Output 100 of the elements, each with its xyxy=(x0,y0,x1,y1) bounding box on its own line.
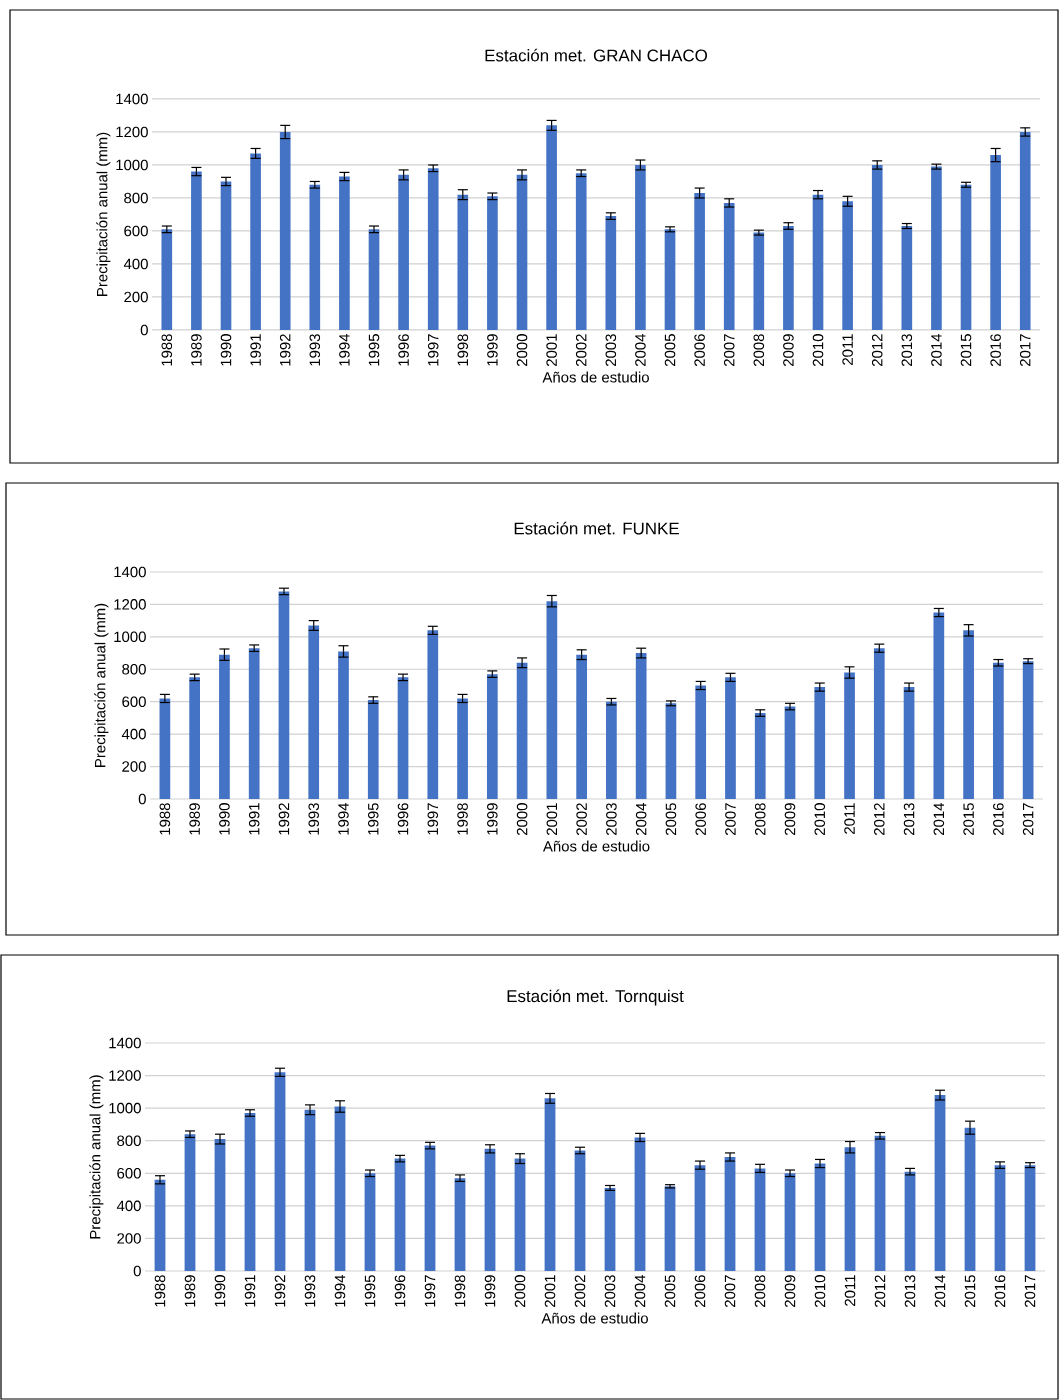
x-tick-label: 2014 xyxy=(931,333,942,366)
x-tick-label: 1993 xyxy=(309,334,321,366)
bar xyxy=(338,651,349,799)
bar xyxy=(397,677,409,799)
bar xyxy=(219,654,230,799)
y-tick-label: 1200 xyxy=(116,126,148,138)
x-tick-label: 1995 xyxy=(364,1275,376,1307)
bar xyxy=(931,166,942,330)
bar xyxy=(368,229,380,330)
bar xyxy=(754,713,766,799)
y-axis-title: Precipitación anual (mm) xyxy=(96,132,111,296)
bar xyxy=(244,1113,256,1271)
x-tick-label: 2004 xyxy=(635,333,646,366)
x-tick-label: 1989 xyxy=(189,803,200,835)
x-tick-label: 2012 xyxy=(874,1275,886,1308)
x-tick-label: 1990 xyxy=(214,1275,226,1307)
bar xyxy=(694,193,705,330)
bar xyxy=(960,184,972,330)
y-tick-label: 400 xyxy=(116,1200,141,1212)
bar xyxy=(993,662,1004,799)
x-tick-label: 2012 xyxy=(874,803,885,835)
bar xyxy=(154,1179,166,1271)
x-tick-label: 1994 xyxy=(338,802,349,835)
bar xyxy=(457,698,468,799)
x-tick-label: 1998 xyxy=(457,803,468,835)
bar xyxy=(784,1173,796,1271)
x-tick-label: 2002 xyxy=(575,334,587,366)
x-tick-label: 2015 xyxy=(960,334,972,366)
x-tick-label: 2002 xyxy=(574,1275,586,1308)
y-tick-label: 1400 xyxy=(114,566,146,578)
bar xyxy=(871,164,883,330)
bar xyxy=(605,216,617,330)
y-tick-label: 200 xyxy=(122,761,146,772)
y-axis-title: Precipitación anual (mm) xyxy=(89,1075,104,1239)
bar xyxy=(665,703,677,799)
bar xyxy=(514,1158,526,1271)
x-tick-label: 2007 xyxy=(724,1275,736,1308)
x-tick-label: 2007 xyxy=(725,803,736,835)
x-tick-label: 2006 xyxy=(695,803,706,835)
x-tick-label: 2015 xyxy=(963,803,974,835)
y-tick-label: 200 xyxy=(124,291,148,303)
y-tick-label: 1400 xyxy=(109,1037,141,1049)
bar xyxy=(990,155,1001,330)
bar xyxy=(812,194,824,330)
bar xyxy=(964,1127,976,1271)
bar xyxy=(367,700,379,799)
bar xyxy=(398,174,409,330)
x-tick-label: 2005 xyxy=(664,334,676,366)
bar xyxy=(635,653,647,799)
x-tick-label: 1999 xyxy=(484,1275,496,1307)
bar xyxy=(278,591,290,799)
bar xyxy=(753,232,765,330)
bar xyxy=(544,1098,556,1271)
bar xyxy=(457,194,469,330)
x-tick-label: 2015 xyxy=(964,1275,976,1308)
y-tick-label: 1000 xyxy=(114,631,146,643)
bar xyxy=(604,1187,616,1271)
bar xyxy=(725,677,736,799)
y-tick-label: 0 xyxy=(133,1265,141,1277)
x-tick-label: 2011 xyxy=(844,803,855,834)
bar xyxy=(844,672,855,799)
x-tick-label: 2009 xyxy=(784,803,796,835)
x-tick-label: 1989 xyxy=(184,1275,196,1307)
x-tick-label: 2017 xyxy=(1019,334,1031,366)
bar xyxy=(274,1072,286,1271)
bar xyxy=(394,1158,406,1271)
bar xyxy=(191,171,202,330)
x-tick-label: 2017 xyxy=(1022,803,1034,835)
bar xyxy=(184,1134,196,1271)
bar xyxy=(842,201,853,330)
bar xyxy=(427,630,439,799)
x-tick-label: 2011 xyxy=(842,334,853,365)
bar xyxy=(695,685,707,799)
bar xyxy=(754,1168,766,1271)
x-tick-label: 2006 xyxy=(694,1275,706,1308)
bar xyxy=(634,1137,646,1271)
x-tick-label: 2010 xyxy=(812,334,824,366)
bar xyxy=(934,1095,946,1271)
x-tick-label: 1988 xyxy=(154,1275,166,1307)
y-tick-label: 200 xyxy=(117,1233,141,1244)
bar xyxy=(424,1145,436,1271)
x-tick-label: 2005 xyxy=(665,803,677,835)
y-tick-label: 0 xyxy=(140,324,148,336)
x-axis-title: Años de estudio xyxy=(542,840,650,852)
x-tick-label: 2003 xyxy=(604,1275,616,1308)
x-tick-label: 1998 xyxy=(454,1275,466,1307)
bar xyxy=(723,202,735,330)
y-tick-label: 600 xyxy=(117,1167,141,1179)
bar xyxy=(1024,1165,1036,1271)
x-tick-label: 1994 xyxy=(334,1274,346,1307)
bar xyxy=(873,648,885,799)
bar xyxy=(516,662,528,799)
bar xyxy=(814,687,826,799)
bar xyxy=(364,1173,376,1271)
x-tick-label: 1991 xyxy=(248,803,260,835)
x-tick-label: 2012 xyxy=(871,334,883,366)
x-tick-label: 2000 xyxy=(516,803,528,835)
x-tick-label: 1992 xyxy=(279,334,291,366)
x-tick-label: 1992 xyxy=(274,1275,286,1307)
y-tick-label: 1200 xyxy=(114,599,146,610)
